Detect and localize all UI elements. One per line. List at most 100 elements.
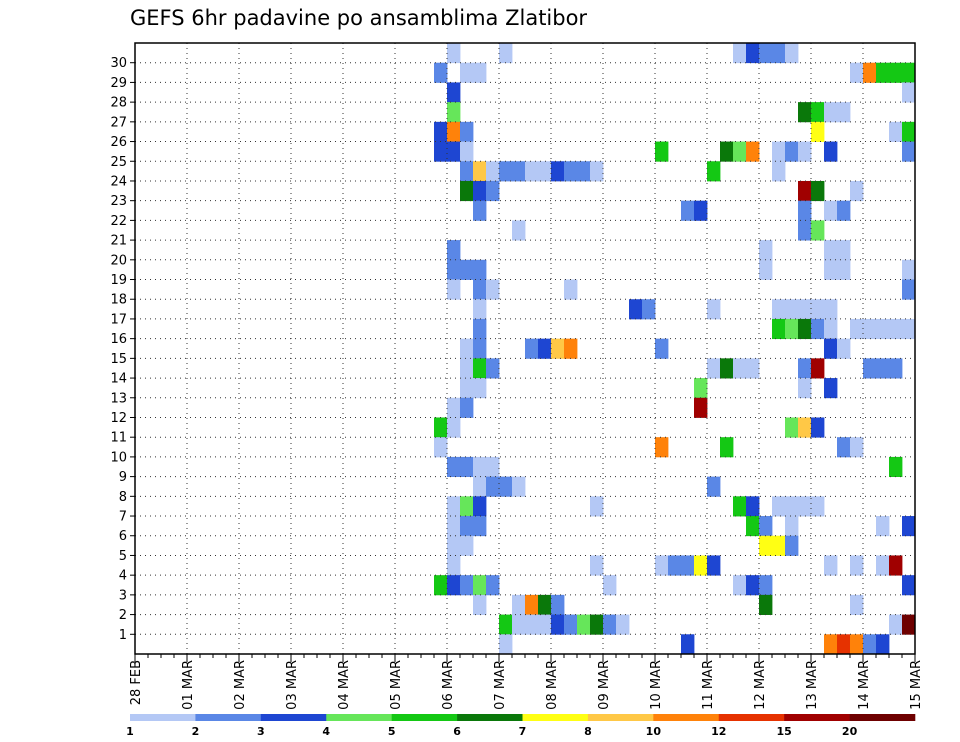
colorbar-label: 10	[646, 725, 662, 738]
heatmap-cell	[473, 476, 487, 497]
heatmap-cell	[824, 378, 838, 399]
y-tick-label: 1	[119, 628, 127, 643]
heatmap-cell	[902, 614, 916, 635]
heatmap-cell	[824, 200, 838, 221]
heatmap-cell	[824, 102, 838, 123]
y-tick-label: 6	[119, 529, 127, 544]
heatmap-cell	[447, 516, 461, 537]
heatmap-cell	[720, 437, 734, 458]
heatmap-cell	[876, 516, 890, 537]
heatmap-cell	[590, 555, 604, 576]
colorbar-label: 20	[842, 725, 858, 738]
heatmap-cell	[473, 575, 487, 596]
y-tick-label: 23	[110, 194, 127, 209]
heatmap-cell	[434, 575, 448, 596]
heatmap-cell	[889, 121, 903, 142]
heatmap-cell	[850, 318, 864, 340]
heatmap-cell	[746, 141, 760, 162]
heatmap-cell	[837, 200, 851, 221]
heatmap-cell	[902, 141, 916, 162]
heatmap-cell	[824, 338, 838, 359]
heatmap-cell	[837, 259, 851, 280]
heatmap-cell	[772, 161, 786, 182]
heatmap-cell	[902, 575, 916, 596]
colorbar-label: 8	[584, 725, 592, 738]
heatmap-cell	[733, 358, 747, 379]
heatmap-cell	[499, 634, 513, 655]
heatmap-cell	[525, 338, 539, 359]
heatmap-cell	[811, 358, 825, 379]
heatmap-cell	[876, 62, 890, 83]
heatmap-cell	[824, 634, 838, 655]
heatmap-cell	[460, 161, 474, 182]
heatmap-cell	[772, 43, 786, 64]
colorbar-label: 15	[777, 725, 792, 738]
heatmap-cell	[551, 614, 565, 635]
x-date-label: 01 MAR	[181, 660, 196, 710]
x-date-label: 14 MAR	[857, 660, 872, 710]
heatmap-cell	[486, 476, 500, 497]
heatmap-cell	[850, 555, 864, 576]
colorbar-swatch	[718, 714, 785, 721]
heatmap-cell	[746, 516, 760, 537]
heatmap-cell	[694, 200, 708, 221]
y-tick-label: 12	[110, 411, 127, 426]
y-tick-label: 25	[110, 155, 127, 170]
heatmap-cell	[772, 535, 786, 556]
y-tick-label: 11	[110, 431, 127, 446]
heatmap-cells	[434, 43, 916, 655]
heatmap-cell	[642, 299, 656, 320]
heatmap-cell	[473, 516, 487, 537]
heatmap-cell	[707, 299, 721, 320]
heatmap-cell	[473, 62, 487, 83]
y-axis: 1234567891011121314151617181920212223242…	[110, 56, 135, 643]
heatmap-cell	[850, 594, 864, 615]
heatmap-cell	[720, 141, 734, 162]
colorbar-label: 5	[388, 725, 396, 738]
heatmap-cell	[525, 161, 539, 182]
heatmap-cell	[460, 358, 474, 379]
heatmap-cell	[551, 338, 565, 359]
heatmap-cell	[564, 279, 578, 300]
heatmap-cell	[499, 614, 513, 635]
heatmap-cell	[434, 417, 448, 438]
heatmap-cell	[551, 161, 565, 182]
y-tick-label: 22	[110, 214, 127, 229]
heatmap-cell	[460, 397, 474, 418]
heatmap-cell	[460, 180, 474, 202]
heatmap-cell	[694, 555, 708, 576]
heatmap-cell	[447, 43, 461, 64]
heatmap-cell	[798, 299, 812, 320]
heatmap-cell	[447, 279, 461, 300]
heatmap-cell	[707, 476, 721, 497]
heatmap-cell	[655, 338, 669, 359]
heatmap-cell	[447, 102, 461, 123]
heatmap-cell	[902, 121, 916, 142]
heatmap-cell	[447, 496, 461, 517]
heatmap-cell	[889, 555, 903, 576]
colorbar-swatch	[784, 714, 850, 721]
heatmap-cell	[577, 614, 591, 635]
heatmap-cell	[772, 318, 786, 340]
y-tick-label: 3	[119, 588, 127, 603]
heatmap-cell	[473, 496, 487, 517]
x-date-label: 12 MAR	[753, 660, 768, 710]
heatmap-cell	[486, 575, 500, 596]
heatmap-cell	[460, 121, 474, 142]
heatmap-cell	[746, 358, 760, 379]
heatmap-cell	[512, 594, 526, 615]
heatmap-cell	[759, 535, 773, 556]
y-tick-label: 13	[110, 391, 127, 406]
y-tick-label: 10	[110, 450, 127, 465]
colorbar-label: 6	[453, 725, 461, 738]
heatmap-cell	[746, 43, 760, 64]
heatmap-cell	[590, 161, 604, 182]
heatmap-cell	[876, 358, 890, 379]
heatmap-cell	[850, 62, 864, 83]
heatmap-cell	[876, 555, 890, 576]
heatmap-cell	[473, 180, 487, 202]
heatmap-cell	[538, 161, 552, 182]
x-date-label: 07 MAR	[493, 660, 508, 710]
heatmap-cell	[603, 575, 617, 596]
